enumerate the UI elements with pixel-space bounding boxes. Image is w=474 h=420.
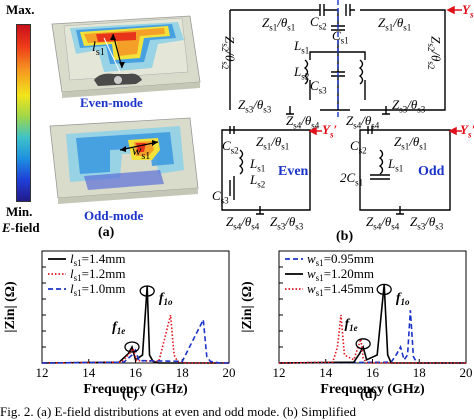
odd-zs1: Zs1/θs1 — [394, 134, 428, 152]
scale-min-label: Min. — [6, 204, 33, 219]
ys-label: Ys — [462, 2, 474, 20]
legend-entry: ls1=1.0mm — [70, 281, 125, 298]
series-line — [278, 284, 466, 364]
even-zs1: Zs1/θs1 — [256, 134, 290, 152]
even-cs3: Cs3 — [212, 188, 229, 206]
legend-entry: ls1=1.2mm — [70, 266, 125, 283]
chart-d: 12 14 16 18 20 Frequency (GHz) |Zin| (Ω) ws1=0.… — [240, 250, 473, 397]
series-line — [278, 310, 466, 364]
series-line — [41, 316, 229, 364]
caption-b: (b) — [336, 229, 354, 244]
odd-cs2: Cs2 — [350, 138, 367, 156]
x-tick-label: 12 — [36, 365, 49, 380]
x-axis-label: Frequency (GHz) — [83, 382, 188, 397]
caption-c: (c) — [122, 387, 138, 402]
panel-b-circuit — [221, 0, 462, 215]
color-scale-bar — [16, 24, 31, 202]
legend-entry: ws1=1.45mm — [307, 281, 374, 298]
even-ls1: Ls1 — [250, 156, 266, 174]
chart-c: 12 14 16 18 20 Frequency (GHz) |Zin| (Ω) ls1=1.… — [3, 250, 236, 397]
even-ls2: Ls2 — [250, 172, 266, 190]
scale-field-label: E-field — [2, 220, 40, 235]
x-axis-label: Frequency (GHz) — [320, 382, 425, 397]
even-mode-image — [51, 15, 201, 98]
zs3-bottom-left: Zs3/θs3 — [238, 97, 272, 115]
field-images — [49, 15, 201, 204]
annotation-label: f1e — [344, 317, 357, 333]
x-tick-label: 20 — [460, 365, 473, 380]
x-tick-label: 16 — [129, 365, 143, 380]
annotation-ellipse — [124, 341, 140, 353]
ysp-label: Ys′ — [322, 122, 338, 140]
odd-label: Odd — [418, 164, 445, 179]
legend-entry: ws1=1.20mm — [307, 266, 374, 283]
odd-zs4: Zs4/θs4 — [366, 214, 400, 232]
x-tick-label: 20 — [223, 365, 236, 380]
caption-a: (a) — [98, 225, 115, 240]
figure-caption-text: Fig. 2. (a) E-field distributions at eve… — [0, 404, 356, 419]
even-dim-label: ls1 — [92, 40, 105, 58]
legend-entry: ls1=1.4mm — [70, 251, 125, 268]
cs2-label: Cs2 — [310, 14, 327, 32]
y-axis-label: |Zin| (Ω) — [240, 281, 255, 333]
cs3-label: Cs3 — [310, 78, 327, 96]
odd-ls1: Ls1 — [388, 156, 404, 174]
zs1-top-left: Zs1/θs1 — [262, 15, 296, 33]
annotation-label: f1o — [396, 291, 410, 307]
even-cs2: Cs2 — [222, 138, 239, 156]
annotation-label: f1o — [159, 291, 173, 307]
legend-entry: ws1=0.95mm — [307, 251, 374, 268]
yspp-label: Ys″ — [460, 122, 474, 140]
cs1-label: Cs1 — [332, 28, 349, 46]
series-line — [278, 314, 466, 364]
x-tick-label: 18 — [176, 365, 189, 380]
odd-zs3: Zs3/θs3 — [410, 214, 444, 232]
x-tick-label: 12 — [273, 365, 286, 380]
odd-2cs1: 2Cs1 — [340, 170, 364, 188]
zs1-top-right: Zs1/θs1 — [378, 15, 412, 33]
annotation-ellipse — [376, 283, 392, 296]
x-tick-label: 16 — [366, 365, 380, 380]
zs4-bottom-right: Zs4/θs4 — [346, 113, 380, 131]
annotation-ellipse — [355, 338, 371, 350]
ls2-label: Ls2 — [294, 64, 310, 82]
odd-mode-image — [49, 117, 199, 204]
annotation-label: f1e — [112, 320, 125, 336]
series-line — [41, 314, 229, 364]
even-zs3: Zs3/θs3 — [270, 214, 304, 232]
odd-mode-label: Odd-mode — [84, 208, 144, 223]
series-line — [41, 286, 229, 364]
caption-d: (d) — [360, 387, 378, 402]
ls1-label: Ls1 — [294, 38, 310, 56]
zs2-right: Zs2/θs2 — [425, 36, 444, 70]
even-mode-label: Even-mode — [80, 95, 143, 110]
y-axis-label: |Zin| (Ω) — [3, 281, 18, 333]
x-tick-label: 14 — [319, 365, 333, 380]
zs4-bottom-left: Zs4/θs4 — [286, 113, 320, 131]
panel-a: Max. Min. E-field — [0, 0, 201, 245]
x-tick-label: 14 — [82, 365, 96, 380]
scale-max-label: Max. — [6, 2, 35, 17]
x-tick-label: 18 — [413, 365, 426, 380]
even-zs4: Zs4/θs4 — [226, 214, 260, 232]
even-label: Even — [278, 164, 309, 179]
zs3-bottom-right: Zs3/θs3 — [392, 97, 426, 115]
odd-dim-label: ws1 — [132, 144, 151, 162]
zs2-left: Zs2/θs2 — [219, 36, 238, 70]
annotation-ellipse — [139, 285, 155, 297]
